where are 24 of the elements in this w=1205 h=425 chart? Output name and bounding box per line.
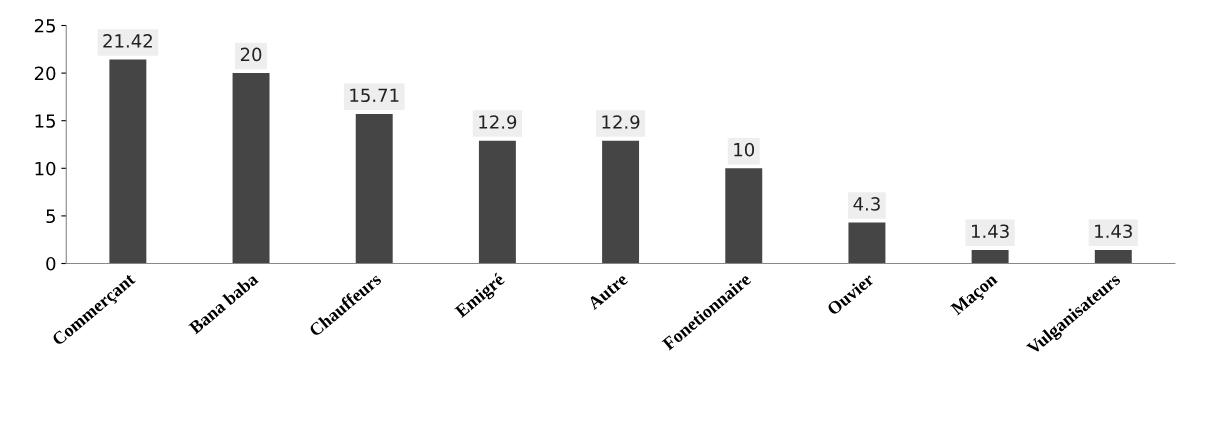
bar (355, 113, 393, 264)
data-label: 21.42 (103, 34, 152, 48)
bar (725, 168, 763, 264)
data-label: 20 (240, 47, 262, 62)
data-label: 4.3 (853, 197, 880, 211)
y-tick-label: 0 (46, 256, 56, 271)
data-label: 10 (734, 142, 755, 157)
data-label: 12.9 (479, 115, 517, 129)
data-label: 1.43 (971, 224, 1009, 239)
bar (232, 73, 270, 264)
bar (109, 59, 147, 264)
bar (478, 140, 516, 264)
y-tick-label: 10 (35, 161, 56, 176)
data-label: 15.71 (350, 88, 399, 103)
y-tick-label: 5 (46, 209, 55, 224)
bar (1094, 249, 1132, 264)
bar (971, 249, 1009, 264)
y-tick-label: 25 (34, 18, 55, 33)
data-label: 1.43 (1095, 224, 1132, 239)
y-tick-label: 15 (35, 114, 55, 128)
bar (848, 222, 886, 264)
data-label: 12.9 (602, 115, 640, 129)
y-tick-label: 20 (34, 66, 56, 81)
bar (602, 140, 640, 264)
